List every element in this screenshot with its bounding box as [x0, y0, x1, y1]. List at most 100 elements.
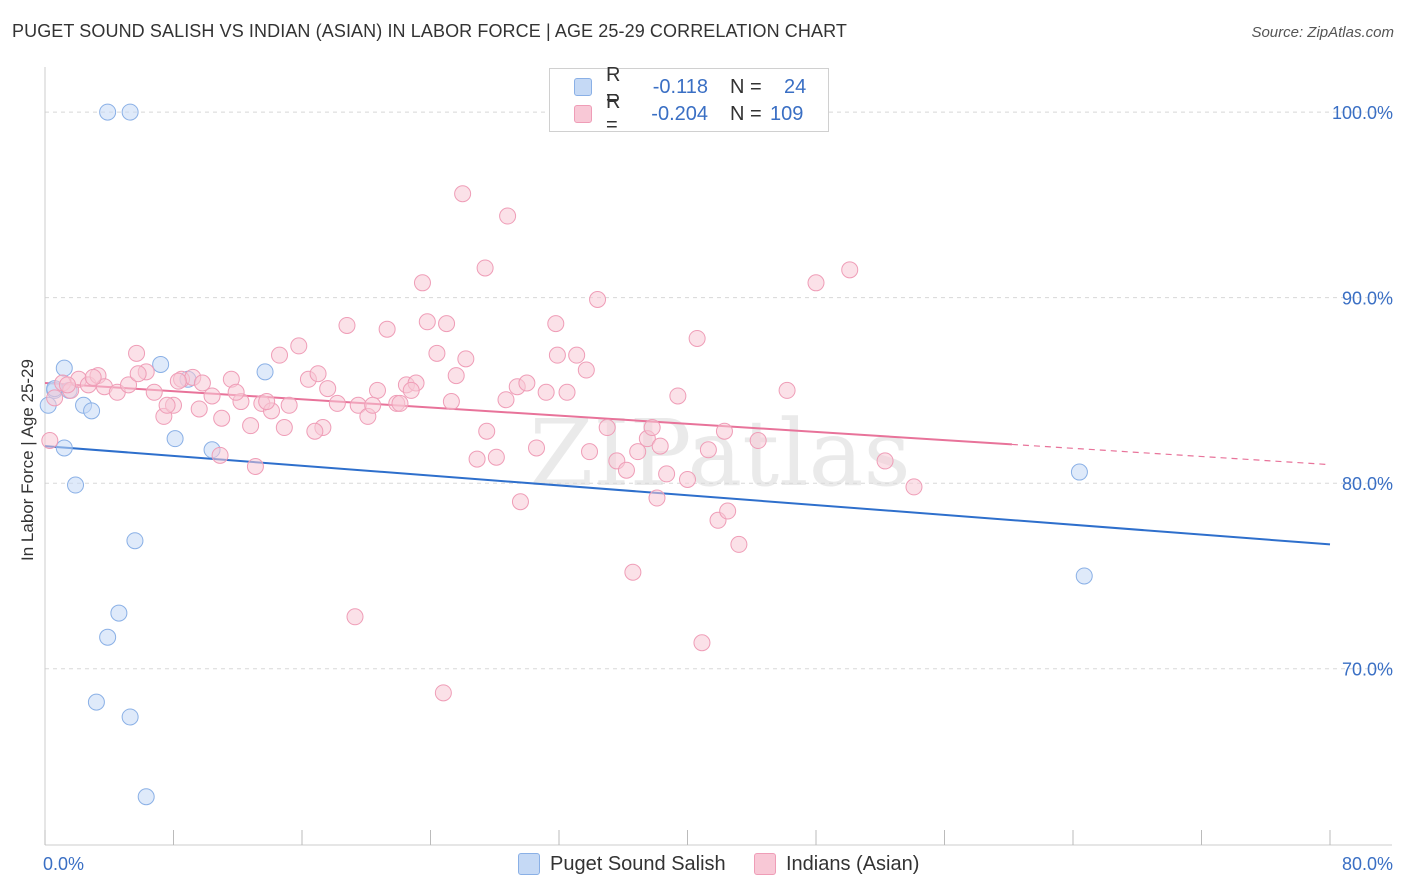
legend-r-value: -0.204: [651, 102, 708, 125]
point-indians-asian: [438, 315, 456, 333]
point-indians-asian: [629, 443, 647, 461]
point-indians-asian: [271, 346, 289, 364]
correlation-legend: R = -0.118 N = 24 R = -0.204 N = 109: [549, 64, 829, 136]
point-indians-asian: [190, 400, 208, 418]
legend-n-value: 109: [770, 102, 804, 125]
point-puget-sound-salish: [1070, 463, 1088, 481]
point-indians-asian: [442, 393, 460, 411]
point-indians-asian: [84, 368, 102, 386]
series-legend-indians-asian: Indians (Asian): [754, 851, 919, 877]
point-indians-asian: [648, 489, 666, 507]
point-indians-asian: [290, 337, 308, 355]
point-indians-asian: [730, 535, 748, 553]
series-name: Puget Sound Salish: [550, 852, 726, 875]
point-indians-asian: [528, 439, 546, 457]
point-indians-asian: [120, 376, 138, 394]
point-puget-sound-salish: [126, 532, 144, 550]
source-label: Source: ZipAtlas.com: [1251, 24, 1394, 41]
point-indians-asian: [688, 329, 706, 347]
point-puget-sound-salish: [137, 788, 155, 806]
point-indians-asian: [624, 563, 642, 581]
point-indians-asian: [478, 422, 496, 440]
legend-n-label: N =: [730, 75, 762, 98]
y-tick-label: 80.0%: [1342, 474, 1393, 494]
point-indians-asian: [378, 320, 396, 338]
point-indians-asian: [749, 432, 767, 450]
point-indians-asian: [715, 422, 733, 440]
y-tick-label: 90.0%: [1342, 289, 1393, 309]
legend-n-label: N =: [730, 102, 762, 125]
point-indians-asian: [577, 361, 595, 379]
point-indians-asian: [246, 457, 264, 475]
point-indians-asian: [454, 185, 472, 203]
point-indians-asian: [364, 396, 382, 414]
point-indians-asian: [719, 502, 737, 520]
point-puget-sound-salish: [99, 628, 117, 646]
legend-r-label: R =: [606, 91, 621, 136]
point-indians-asian: [306, 422, 324, 440]
point-indians-asian: [568, 346, 586, 364]
point-indians-asian: [58, 376, 76, 394]
point-indians-asian: [476, 259, 494, 277]
trend-line-indians-asian-extension: [1011, 443, 1331, 466]
point-indians-asian: [499, 207, 517, 225]
point-indians-asian: [413, 274, 431, 292]
point-indians-asian: [447, 367, 465, 385]
legend-n-value: 24: [784, 75, 807, 98]
point-indians-asian: [193, 374, 211, 392]
point-puget-sound-salish: [152, 355, 170, 373]
point-puget-sound-salish: [121, 103, 139, 121]
point-indians-asian: [558, 383, 576, 401]
legend-row-puget-sound-salish: R = -0.118 N = 24: [574, 64, 807, 109]
point-indians-asian: [145, 383, 163, 401]
point-indians-asian: [41, 432, 59, 450]
point-puget-sound-salish: [166, 430, 184, 448]
point-indians-asian: [328, 394, 346, 412]
point-indians-asian: [643, 419, 661, 437]
chart-title: PUGET SOUND SALISH VS INDIAN (ASIAN) IN …: [12, 21, 847, 41]
point-indians-asian: [46, 389, 64, 407]
series-name: Indians (Asian): [786, 852, 920, 875]
point-indians-asian: [346, 608, 364, 626]
point-indians-asian: [129, 365, 147, 383]
point-puget-sound-salish: [67, 476, 85, 494]
point-indians-asian: [547, 315, 565, 333]
point-indians-asian: [428, 344, 446, 362]
point-indians-asian: [589, 291, 607, 309]
point-indians-asian: [699, 441, 717, 459]
x-tick-label-right: 80.0%: [1342, 854, 1393, 874]
point-indians-asian: [876, 452, 894, 470]
legend-row-indians-asian: R = -0.204 N = 109: [574, 91, 804, 136]
point-indians-asian: [338, 316, 356, 334]
point-puget-sound-salish: [110, 604, 128, 622]
tick-labels: 100.0% 90.0% 80.0% 70.0% 0.0% 80.0%: [43, 103, 1393, 874]
point-indians-asian: [258, 393, 276, 411]
point-indians-asian: [598, 419, 616, 437]
point-indians-asian: [213, 409, 231, 427]
series-swatch-blue: [518, 853, 540, 875]
gridlines: [45, 111, 1392, 670]
point-indians-asian: [203, 387, 221, 405]
point-indians-asian: [651, 437, 669, 455]
series-swatch-pink: [754, 853, 776, 875]
point-indians-asian: [581, 443, 599, 461]
point-indians-asian: [368, 381, 386, 399]
point-indians-asian: [669, 387, 687, 405]
point-indians-asian: [658, 465, 676, 483]
point-indians-asian: [457, 350, 475, 368]
legend-r-value: -0.118: [652, 75, 708, 98]
point-puget-sound-salish: [256, 363, 274, 381]
legend-swatch-pink: [574, 105, 592, 123]
point-indians-asian: [487, 448, 505, 466]
point-indians-asian: [434, 684, 452, 702]
point-puget-sound-salish: [1075, 567, 1093, 585]
point-indians-asian: [778, 381, 796, 399]
axes: [44, 67, 1392, 846]
point-indians-asian: [905, 478, 923, 496]
point-indians-asian: [418, 313, 436, 331]
series-legend-puget-sound-salish: Puget Sound Salish: [518, 851, 726, 877]
point-indians-asian: [402, 381, 420, 399]
point-indians-asian: [807, 274, 825, 292]
point-indians-asian: [518, 374, 536, 392]
